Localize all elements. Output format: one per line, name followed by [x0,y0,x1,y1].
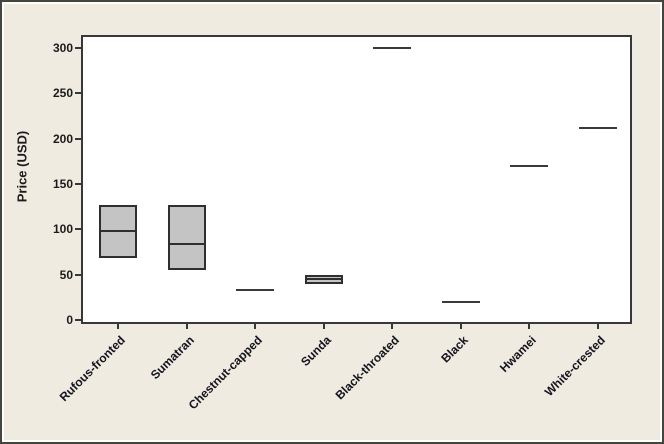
median-line [169,242,204,245]
y-tick-mark [75,319,81,321]
value-line-chestnut-capped [236,289,274,292]
y-tick-label: 200 [52,131,73,146]
x-tick-mark [117,324,119,329]
value-line-black [441,300,480,303]
x-tick-label: White-crested [541,333,608,400]
y-tick-mark [75,228,81,231]
y-tick-label: 150 [52,177,73,191]
x-tick-mark [185,324,188,329]
x-tick-mark [391,324,393,329]
box-sunda [304,274,343,284]
x-tick-mark [459,324,462,329]
value-line-hwamei [510,164,548,167]
y-tick-mark [75,183,81,185]
y-axis-title: Price (USD) [14,130,30,202]
y-tick-mark [75,92,81,95]
median-line [306,278,341,281]
y-tick-label: 50 [59,267,73,282]
value-line-white-crested [578,126,617,129]
plot-area [81,35,632,324]
y-tick-mark [75,47,81,49]
x-tick-mark [322,324,325,329]
y-tick-label: 0 [66,313,73,327]
y-tick-label: 250 [52,86,73,101]
y-tick-mark [75,137,81,140]
box-rufous-fronted [99,204,137,259]
x-tick-mark [254,324,256,329]
value-line-black-throated [373,47,411,49]
x-tick-mark [596,324,599,329]
y-tick-label: 300 [52,41,73,55]
y-tick-mark [75,273,81,276]
median-line [101,230,135,233]
x-tick-mark [528,324,530,329]
y-tick-label: 100 [52,222,73,237]
box-sumatran [167,204,206,271]
